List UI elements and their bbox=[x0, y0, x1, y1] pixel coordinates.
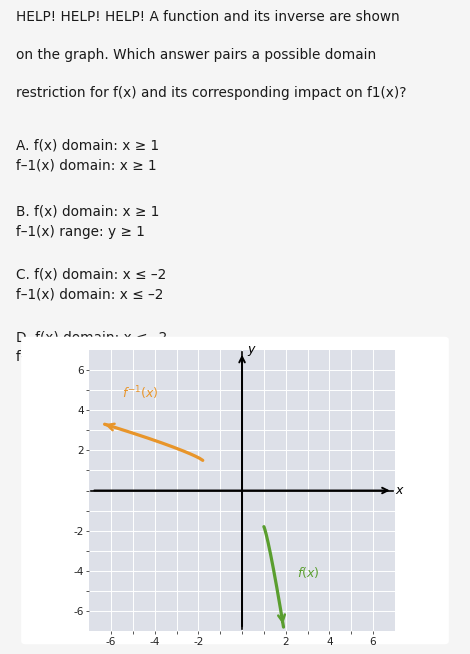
Text: $f^{-1}(x)$: $f^{-1}(x)$ bbox=[122, 384, 159, 402]
Text: x: x bbox=[395, 484, 403, 497]
Text: B. f(x) domain: x ≥ 1
f–1(x) range: y ≥ 1: B. f(x) domain: x ≥ 1 f–1(x) range: y ≥ … bbox=[16, 205, 160, 239]
Text: y: y bbox=[248, 343, 255, 356]
Text: D. f(x) domain: x ≤ –2
f–1(x) range: y ≤ –2: D. f(x) domain: x ≤ –2 f–1(x) range: y ≤… bbox=[16, 330, 168, 364]
Text: restriction for f(x) and its corresponding impact on f1(x)?: restriction for f(x) and its correspondi… bbox=[16, 86, 407, 100]
Text: on the graph. Which answer pairs a possible domain: on the graph. Which answer pairs a possi… bbox=[16, 48, 376, 62]
Text: $f(x)$: $f(x)$ bbox=[297, 565, 319, 580]
FancyBboxPatch shape bbox=[21, 337, 449, 644]
Text: C. f(x) domain: x ≤ –2
f–1(x) domain: x ≤ –2: C. f(x) domain: x ≤ –2 f–1(x) domain: x … bbox=[16, 267, 167, 301]
Text: A. f(x) domain: x ≥ 1
f–1(x) domain: x ≥ 1: A. f(x) domain: x ≥ 1 f–1(x) domain: x ≥… bbox=[16, 139, 160, 173]
Text: HELP! HELP! HELP! A function and its inverse are shown: HELP! HELP! HELP! A function and its inv… bbox=[16, 10, 400, 24]
